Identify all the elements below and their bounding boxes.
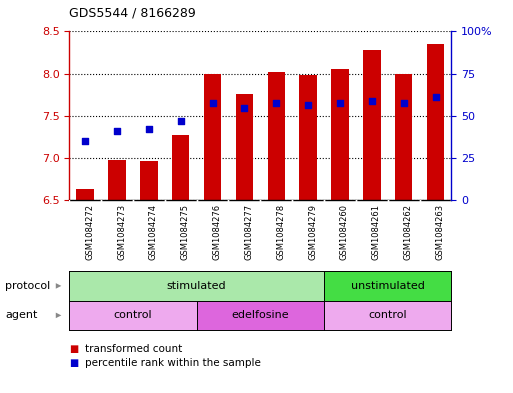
Text: edelfosine: edelfosine [231,310,289,320]
Text: transformed count: transformed count [85,344,182,354]
Text: protocol: protocol [5,281,50,291]
Bar [108,160,126,200]
Text: stimulated: stimulated [167,281,226,291]
Text: ■: ■ [69,344,78,354]
Text: GSM1084275: GSM1084275 [181,204,190,260]
Bar [76,189,94,200]
Bar [235,94,253,200]
Point [145,125,153,132]
Text: GSM1084277: GSM1084277 [244,204,253,260]
Text: GSM1084262: GSM1084262 [404,204,412,260]
Text: GSM1084263: GSM1084263 [436,204,445,260]
Bar [204,73,221,200]
Text: GSM1084278: GSM1084278 [277,204,285,260]
Text: ■: ■ [69,358,78,367]
Text: control: control [368,310,407,320]
Point [304,102,312,108]
Point [113,128,121,134]
Bar [395,73,412,200]
Bar [140,161,157,200]
Text: GSM1084272: GSM1084272 [85,204,94,260]
Text: GDS5544 / 8166289: GDS5544 / 8166289 [69,7,196,20]
Bar [172,135,189,200]
Point [176,118,185,124]
Bar [427,44,444,200]
Text: GSM1084276: GSM1084276 [212,204,222,260]
Point [208,100,216,107]
Bar [331,69,349,200]
Point [336,100,344,107]
Text: GSM1084273: GSM1084273 [117,204,126,260]
Text: unstimulated: unstimulated [351,281,425,291]
Text: control: control [114,310,152,320]
Point [400,100,408,107]
Text: GSM1084260: GSM1084260 [340,204,349,260]
Text: percentile rank within the sample: percentile rank within the sample [85,358,261,367]
Text: GSM1084261: GSM1084261 [372,204,381,260]
Text: GSM1084274: GSM1084274 [149,204,158,260]
Bar [363,50,381,200]
Point [81,138,89,144]
Text: GSM1084279: GSM1084279 [308,204,317,260]
Bar [267,72,285,200]
Point [240,105,248,112]
Point [431,94,440,101]
Bar [300,75,317,200]
Text: agent: agent [5,310,37,320]
Point [272,100,281,107]
Point [368,97,376,104]
